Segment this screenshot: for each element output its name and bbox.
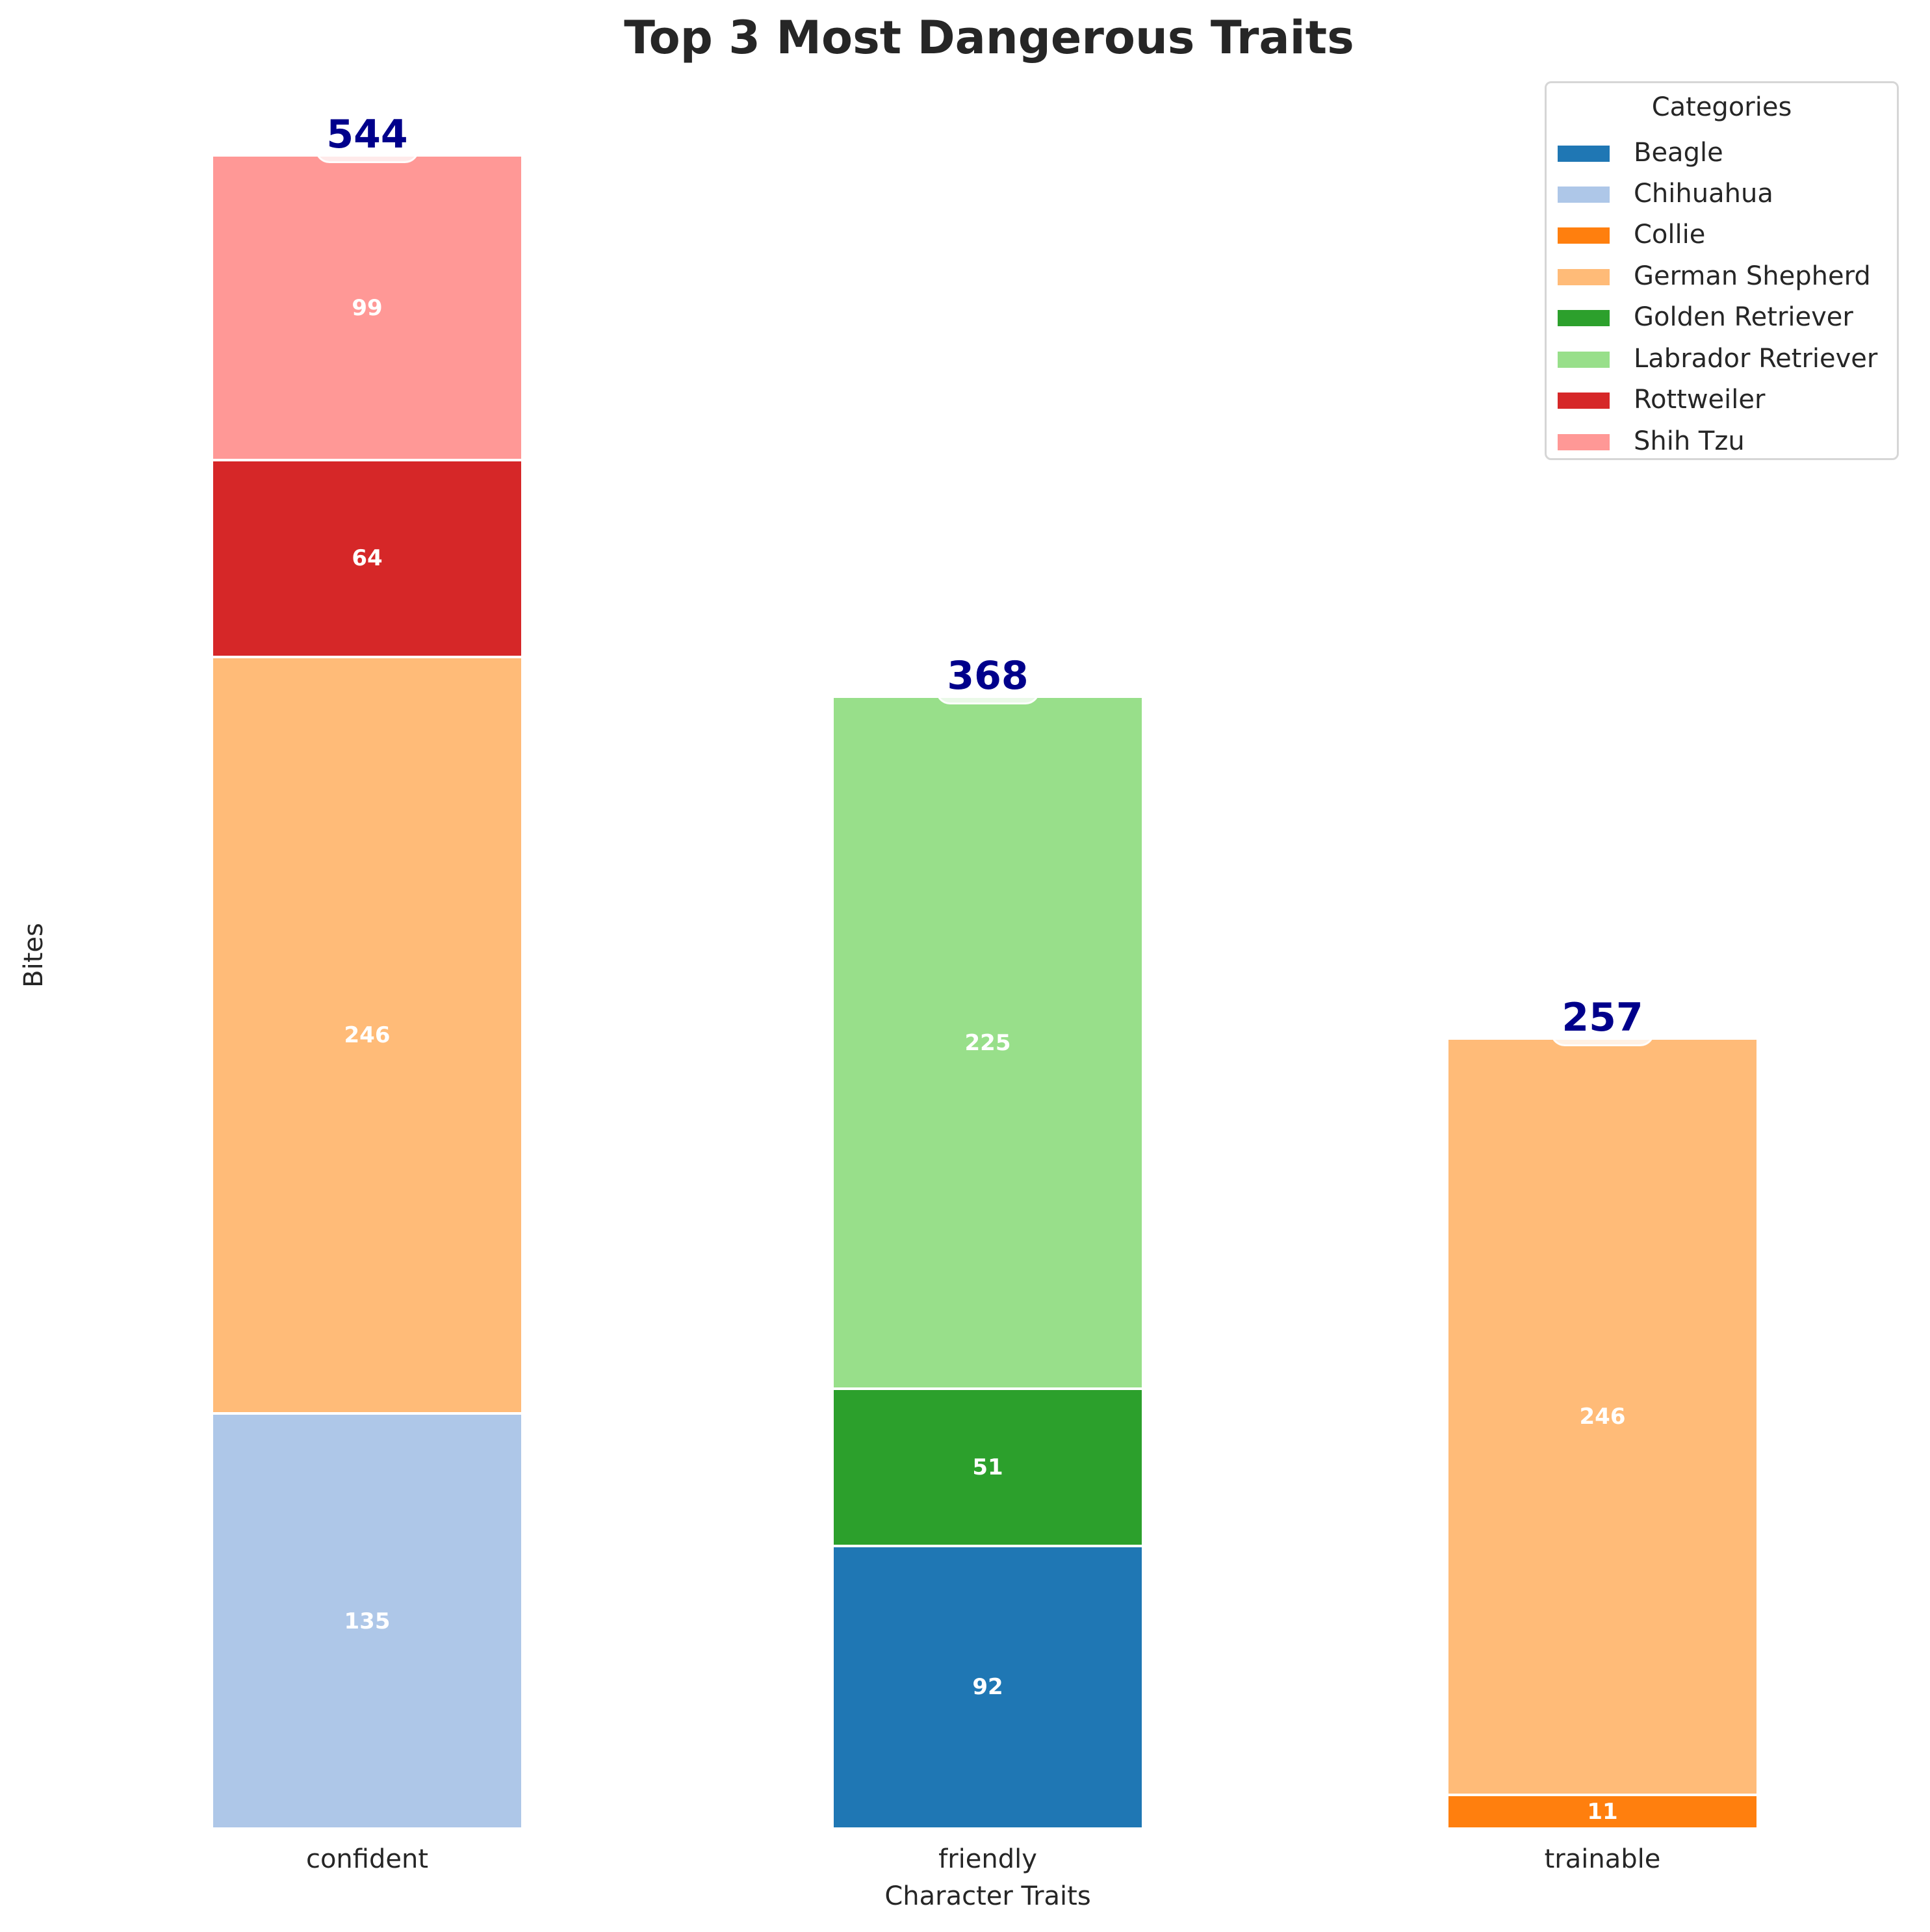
legend-swatch-icon <box>1558 269 1610 285</box>
segment-value-label: 92 <box>972 1674 1003 1701</box>
legend-label: Labrador Retriever <box>1634 344 1878 374</box>
x-axis-label: Character Traits <box>884 1881 1091 1911</box>
total-label-background <box>1550 992 1654 1046</box>
legend-swatch-icon <box>1558 434 1610 450</box>
total-label-background <box>315 110 419 164</box>
bar-segment-collie: 11 <box>1448 1794 1756 1829</box>
bar-segment-golden-retriever: 51 <box>834 1389 1142 1546</box>
legend-label: Golden Retriever <box>1634 302 1853 332</box>
bar-segment-german-shepherd: 246 <box>213 656 521 1414</box>
segment-value-label: 64 <box>352 545 383 572</box>
legend-item-german-shepherd: German Shepherd <box>1547 259 1897 295</box>
legend-swatch-icon <box>1558 352 1610 368</box>
bar-segment-labrador-retriever: 225 <box>834 697 1142 1389</box>
segment-value-label: 246 <box>1579 1403 1626 1430</box>
bar-friendly: 92 51 225 <box>834 0 1142 1829</box>
legend-item-golden-retriever: Golden Retriever <box>1547 300 1897 336</box>
segment-value-label: 11 <box>1587 1798 1618 1825</box>
legend-label: Shih Tzu <box>1634 426 1745 456</box>
legend-label: Rottweiler <box>1634 385 1766 415</box>
total-label-friendly: 368 <box>947 653 1029 699</box>
x-tick-label-confident: confident <box>305 1844 429 1874</box>
segment-value-label: 51 <box>972 1454 1003 1480</box>
total-label-confident: 544 <box>326 112 408 158</box>
legend: Categories Beagle Chihuahua Collie Germa… <box>1545 81 1899 460</box>
segment-value-label: 225 <box>964 1029 1011 1056</box>
bar-segment-chihuahua: 135 <box>213 1413 521 1829</box>
legend-title: Categories <box>1651 92 1792 122</box>
bar-segment-beagle: 92 <box>834 1545 1142 1829</box>
legend-swatch-icon <box>1558 227 1610 244</box>
segment-value-label: 246 <box>344 1022 391 1048</box>
bar-segment-german-shepherd: 246 <box>1448 1038 1756 1795</box>
bar-trainable: 11 246 <box>1448 0 1756 1829</box>
total-label-background <box>936 651 1040 705</box>
legend-swatch-icon <box>1558 310 1610 326</box>
legend-label: German Shepherd <box>1634 261 1871 291</box>
bar-segment-shih-tzu: 99 <box>213 155 521 460</box>
segment-value-label: 99 <box>352 294 383 321</box>
bar-confident: 135 246 64 99 <box>213 0 521 1829</box>
legend-label: Collie <box>1634 220 1706 250</box>
segment-value-label: 135 <box>344 1608 391 1634</box>
legend-item-rottweiler: Rottweiler <box>1547 382 1897 419</box>
legend-label: Beagle <box>1634 138 1723 168</box>
legend-item-collie: Collie <box>1547 217 1897 253</box>
legend-swatch-icon <box>1558 187 1610 203</box>
bar-segment-rottweiler: 64 <box>213 459 521 657</box>
legend-item-chihuahua: Chihuahua <box>1547 176 1897 213</box>
legend-item-beagle: Beagle <box>1547 135 1897 172</box>
total-label-trainable: 257 <box>1562 994 1643 1040</box>
legend-item-labrador-retriever: Labrador Retriever <box>1547 341 1897 378</box>
x-tick-label-friendly: friendly <box>938 1844 1037 1874</box>
x-tick-label-trainable: trainable <box>1544 1844 1661 1874</box>
legend-swatch-icon <box>1558 146 1610 162</box>
legend-swatch-icon <box>1558 393 1610 409</box>
legend-label: Chihuahua <box>1634 179 1773 209</box>
chart-title: Top 3 Most Dangerous Traits <box>624 11 1354 64</box>
legend-item-shih-tzu: Shih Tzu <box>1547 424 1897 460</box>
